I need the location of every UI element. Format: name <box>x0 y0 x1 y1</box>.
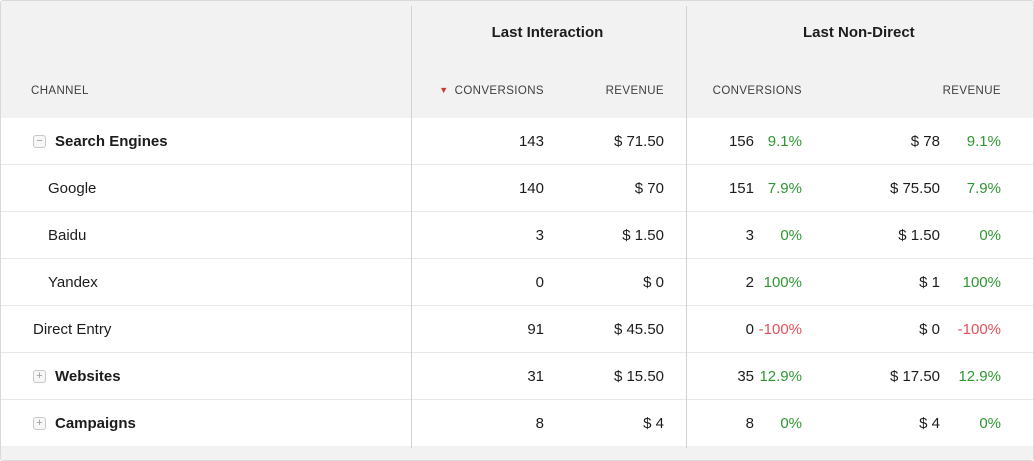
table-row: + Websites 31 $ 15.50 35 12.9% $ 17.50 1… <box>1 353 1033 400</box>
lnd-conversions-delta-pct: 7.9% <box>767 179 802 197</box>
last-non-direct-cells: 151 7.9% $ 75.50 7.9% <box>684 180 1033 197</box>
lnd-conversions-delta-pct: 100% <box>763 273 802 291</box>
lnd-conversions-delta-pct: 12.9% <box>759 367 802 385</box>
table-body: − Search Engines 143 $ 71.50 156 9.1% $ … <box>1 118 1033 447</box>
li-conversions-column-header[interactable]: ▼ CONVERSIONS <box>409 85 544 97</box>
channel-cell: + Websites <box>1 368 409 385</box>
li-conversions-value: 3 <box>535 226 544 244</box>
collapse-icon[interactable]: − <box>33 134 46 148</box>
lnd-conversions-value: 0 <box>745 320 754 338</box>
lnd-conversions-delta-pct: 0% <box>780 414 802 432</box>
channel-label: Baidu <box>48 226 87 244</box>
table-row: Yandex 0 $ 0 2 100% $ 1 100% <box>1 259 1033 306</box>
channel-label: Direct Entry <box>33 320 112 338</box>
channel-cell: Baidu <box>1 227 409 244</box>
li-conversions-value: 143 <box>518 132 544 150</box>
last-interaction-group-title: Last Interaction <box>491 23 604 41</box>
table-footer-strip <box>1 446 1033 460</box>
lnd-revenue-value: $ 78 <box>910 132 940 150</box>
lnd-revenue-delta-pct: 7.9% <box>966 179 1001 197</box>
li-revenue-value: $ 15.50 <box>613 367 664 385</box>
li-conversions-value: 91 <box>527 320 544 338</box>
lnd-revenue-delta-pct: -100% <box>957 320 1001 338</box>
table-row: Baidu 3 $ 1.50 3 0% $ 1.50 0% <box>1 212 1033 259</box>
column-label-row: CHANNEL ▼ CONVERSIONS REVENUE CONVERSIONS… <box>1 63 1033 118</box>
last-non-direct-cells: 0 -100% $ 0 -100% <box>684 321 1033 338</box>
lnd-conversions-value: 2 <box>745 273 754 291</box>
channel-label: Campaigns <box>55 414 136 432</box>
lnd-conversions-value: 35 <box>737 367 754 385</box>
channel-cell: Google <box>1 180 409 197</box>
lnd-revenue-value: $ 4 <box>919 414 940 432</box>
lnd-revenue-value: $ 0 <box>919 320 940 338</box>
lnd-revenue-delta-pct: 0% <box>979 414 1001 432</box>
li-conversions-value: 140 <box>518 179 544 197</box>
li-revenue-column-header[interactable]: REVENUE <box>605 84 664 97</box>
last-non-direct-cells: 156 9.1% $ 78 9.1% <box>684 133 1033 150</box>
lnd-revenue-value: $ 1.50 <box>898 226 940 244</box>
last-interaction-cells: 31 $ 15.50 <box>409 368 684 385</box>
lnd-revenue-value: $ 75.50 <box>889 179 940 197</box>
li-revenue-value: $ 4 <box>643 414 664 432</box>
table-row: Google 140 $ 70 151 7.9% $ 75.50 7.9% <box>1 165 1033 212</box>
lnd-conversions-value: 3 <box>745 226 754 244</box>
lnd-conversions-delta-pct: 0% <box>780 226 802 244</box>
lnd-revenue-delta-pct: 12.9% <box>958 367 1001 385</box>
li-revenue-value: $ 70 <box>634 179 664 197</box>
lnd-revenue-value: $ 1 <box>919 273 940 291</box>
channel-label: Websites <box>55 367 121 385</box>
li-conversions-label: CONVERSIONS <box>454 84 544 97</box>
column-divider <box>411 6 412 448</box>
lnd-conversions-column-header[interactable]: CONVERSIONS <box>712 84 802 97</box>
channel-column-header[interactable]: CHANNEL <box>31 84 89 97</box>
last-interaction-cells: 8 $ 4 <box>409 415 684 432</box>
lnd-revenue-delta-pct: 0% <box>979 226 1001 244</box>
sort-descending-icon: ▼ <box>439 84 449 95</box>
table-row: Direct Entry 91 $ 45.50 0 -100% $ 0 -100… <box>1 306 1033 353</box>
table-row: − Search Engines 143 $ 71.50 156 9.1% $ … <box>1 118 1033 165</box>
channel-label: Search Engines <box>55 132 168 150</box>
expand-icon[interactable]: + <box>33 369 46 383</box>
last-interaction-column-headers: ▼ CONVERSIONS REVENUE <box>409 85 684 97</box>
channel-label: Yandex <box>48 273 98 291</box>
last-non-direct-column-headers: CONVERSIONS REVENUE <box>684 85 1033 97</box>
lnd-revenue-delta-pct: 9.1% <box>966 132 1001 150</box>
lnd-revenue-delta-pct: 100% <box>962 273 1001 291</box>
last-non-direct-cells: 2 100% $ 1 100% <box>684 274 1033 291</box>
last-interaction-cells: 143 $ 71.50 <box>409 133 684 150</box>
li-conversions-value: 31 <box>527 367 544 385</box>
table-row: + Campaigns 8 $ 4 8 0% $ 4 0% <box>1 400 1033 447</box>
last-interaction-cells: 0 $ 0 <box>409 274 684 291</box>
expand-icon[interactable]: + <box>33 416 46 430</box>
li-revenue-value: $ 71.50 <box>613 132 664 150</box>
lnd-revenue-value: $ 17.50 <box>889 367 940 385</box>
last-non-direct-cells: 3 0% $ 1.50 0% <box>684 227 1033 244</box>
table-header: Last Interaction Last Non-Direct CHANNEL… <box>1 1 1033 118</box>
last-interaction-cells: 3 $ 1.50 <box>409 227 684 244</box>
last-interaction-cells: 91 $ 45.50 <box>409 321 684 338</box>
li-conversions-value: 0 <box>535 273 544 291</box>
channel-label: Google <box>48 179 97 197</box>
last-non-direct-cells: 8 0% $ 4 0% <box>684 415 1033 432</box>
channel-cell: + Campaigns <box>1 415 409 432</box>
li-revenue-value: $ 0 <box>643 273 664 291</box>
lnd-conversions-value: 151 <box>728 179 754 197</box>
lnd-revenue-column-header[interactable]: REVENUE <box>942 84 1001 97</box>
channel-cell: Direct Entry <box>1 321 409 338</box>
lnd-conversions-delta-pct: -100% <box>758 320 802 338</box>
lnd-conversions-delta-pct: 9.1% <box>767 132 802 150</box>
lnd-conversions-value: 8 <box>745 414 754 432</box>
channel-cell: Yandex <box>1 274 409 291</box>
li-revenue-value: $ 1.50 <box>622 226 664 244</box>
last-non-direct-cells: 35 12.9% $ 17.50 12.9% <box>684 368 1033 385</box>
lnd-conversions-value: 156 <box>728 132 754 150</box>
last-interaction-cells: 140 $ 70 <box>409 180 684 197</box>
column-divider <box>686 6 687 448</box>
li-revenue-value: $ 45.50 <box>613 320 664 338</box>
channel-cell: − Search Engines <box>1 133 409 150</box>
last-non-direct-group-title: Last Non-Direct <box>802 23 915 41</box>
model-group-titles: Last Interaction Last Non-Direct <box>1 1 1033 63</box>
li-conversions-value: 8 <box>535 414 544 432</box>
